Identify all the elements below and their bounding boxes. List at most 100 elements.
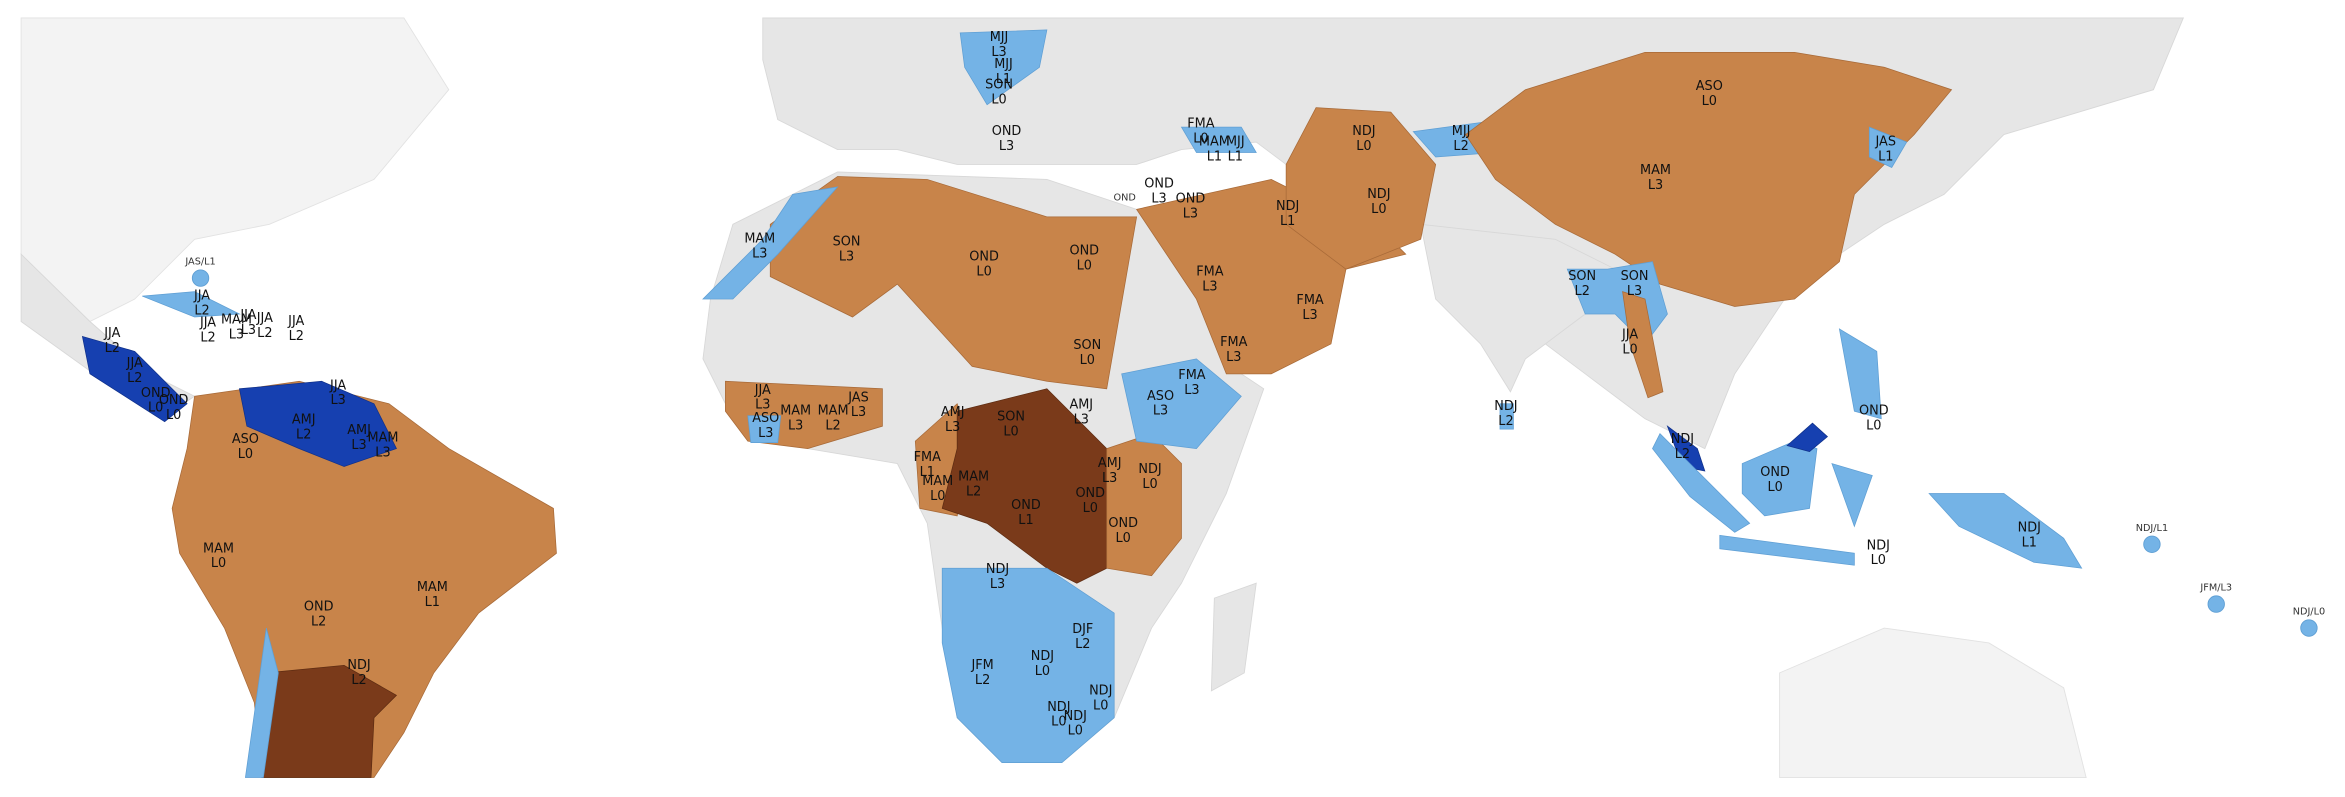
region-season: OND xyxy=(1176,191,1206,206)
region-level: L0 xyxy=(1115,531,1130,546)
region-level: L2 xyxy=(194,304,209,319)
region-season: FMA xyxy=(1187,117,1214,132)
region-level: L3 xyxy=(755,398,770,413)
region-level: L0 xyxy=(1035,664,1050,679)
region-season: MAM xyxy=(780,404,811,419)
region-level: L3 xyxy=(990,577,1005,592)
region-season: NDJ xyxy=(1031,649,1054,664)
region-season: MAM xyxy=(922,474,953,489)
region-sabah xyxy=(1786,422,1829,452)
region-iran xyxy=(1285,107,1437,270)
region-season: MJJ xyxy=(1452,124,1471,139)
region-guinea xyxy=(747,415,782,443)
region-level: L3 xyxy=(991,45,1006,60)
region-level: L3 xyxy=(788,419,803,434)
region-cuba xyxy=(142,291,241,318)
region-level: L2 xyxy=(296,428,311,443)
region-poland xyxy=(959,29,1048,106)
region-season: MJJ xyxy=(1226,135,1245,150)
region-season: NDJ xyxy=(1867,538,1890,553)
region-level: L2 xyxy=(200,330,215,345)
region-season: MAM xyxy=(744,232,775,247)
region-season: AMJ xyxy=(347,423,371,438)
region-level: L2 xyxy=(1675,447,1690,462)
region-season: NDJ xyxy=(1352,124,1375,139)
region-season: SON xyxy=(833,235,861,250)
region-season: JJA xyxy=(1621,327,1638,342)
region-season: OND xyxy=(1075,486,1105,501)
region-level: L0 xyxy=(1866,419,1881,434)
region-level: L3 xyxy=(1627,284,1642,299)
region-level: L2 xyxy=(975,673,990,688)
region-level: L2 xyxy=(257,326,272,341)
region-level: L3 xyxy=(1302,308,1317,323)
region-level: L0 xyxy=(930,489,945,504)
region-season: NDJ xyxy=(1276,199,1299,214)
region-season: OND xyxy=(159,393,189,408)
region-level: L1 xyxy=(2022,535,2037,550)
region-chile xyxy=(244,627,279,778)
region-level: L0 xyxy=(1371,202,1386,217)
region-season: JJA xyxy=(329,378,346,393)
region-season: OND xyxy=(1760,465,1790,480)
region-season: OND xyxy=(969,250,999,265)
region-level: L3 xyxy=(1102,471,1117,486)
region-season: FMA xyxy=(1196,265,1223,280)
region-southern-africa xyxy=(941,567,1115,763)
region-level: L0 xyxy=(1142,477,1157,492)
region-level: L2 xyxy=(1075,637,1090,652)
point-marker xyxy=(2300,619,2318,637)
region-level: L0 xyxy=(1871,553,1886,568)
region-thailand xyxy=(1622,291,1664,399)
region-level: L0 xyxy=(1051,715,1066,730)
land-australia xyxy=(1779,627,2087,779)
region-level: L0 xyxy=(1356,139,1371,154)
region-sri-lanka xyxy=(1499,403,1514,430)
region-level: L3 xyxy=(839,250,854,265)
region-season: MJJ xyxy=(994,57,1013,72)
region-level: L2 xyxy=(311,615,326,630)
region-season: NDJ xyxy=(1367,187,1390,202)
region-sumatra xyxy=(1652,433,1751,533)
region-season: MAM xyxy=(221,312,252,327)
region-level: L2 xyxy=(825,419,840,434)
region-season: JJA xyxy=(193,289,210,304)
region-level: L0 xyxy=(211,556,226,571)
region-season: DJF xyxy=(1072,622,1093,637)
region-season: JJA xyxy=(126,356,143,371)
region-season: AMJ xyxy=(941,405,965,420)
region-season: MJJ xyxy=(990,30,1009,45)
region-season: JJA xyxy=(256,311,273,326)
region-level: L0 xyxy=(1068,724,1083,739)
region-level: L3 xyxy=(229,327,244,342)
region-season: OND xyxy=(1859,404,1889,419)
region-season: FMA xyxy=(1296,293,1323,308)
region-season: JJA xyxy=(199,315,216,330)
region-season: AMJ xyxy=(1069,398,1093,413)
region-level: L1 xyxy=(920,465,935,480)
region-sulawesi xyxy=(1831,462,1873,528)
region-venezuela xyxy=(238,380,397,467)
region-level: L0 xyxy=(1003,425,1018,440)
region-season: NDJ xyxy=(347,658,370,673)
region-season: NDJ xyxy=(1671,432,1694,447)
region-season: MAM xyxy=(368,431,399,446)
region-level: L3 xyxy=(1183,206,1198,221)
region-season: MAM xyxy=(818,404,849,419)
region-china xyxy=(1465,51,1953,307)
region-level: L0 xyxy=(991,93,1006,108)
region-season: MAM xyxy=(203,541,234,556)
land-madagascar xyxy=(1210,582,1257,692)
region-level: L0 xyxy=(1080,353,1095,368)
region-level: L3 xyxy=(1202,280,1217,295)
point-label: JFM/L3 xyxy=(2199,583,2232,594)
region-season: ASO xyxy=(1147,389,1174,404)
region-level: L3 xyxy=(1226,350,1241,365)
region-season: JFM xyxy=(970,658,993,673)
region-season: FMA xyxy=(914,450,941,465)
region-season: JJA xyxy=(103,326,120,341)
region-level: L3 xyxy=(758,426,773,441)
region-season: NDJ xyxy=(1494,399,1517,414)
region-season: OND xyxy=(1108,516,1138,531)
